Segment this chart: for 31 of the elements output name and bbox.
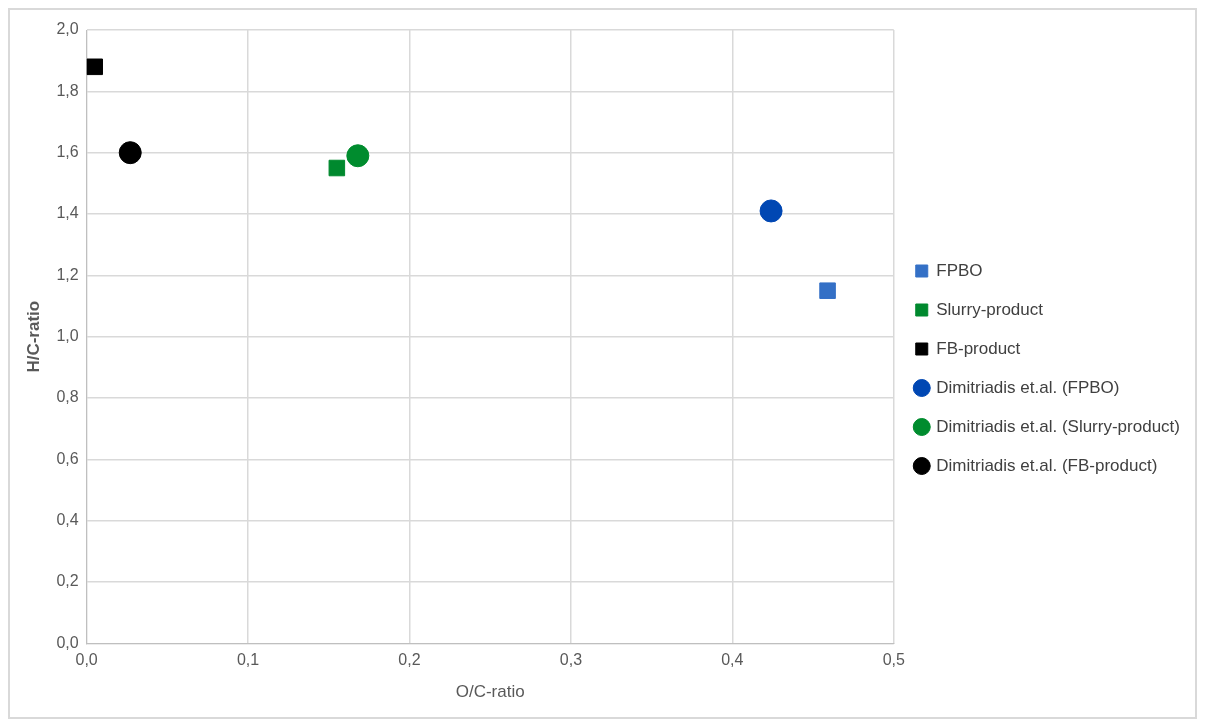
point	[86, 58, 103, 76]
point	[759, 199, 783, 223]
point	[819, 282, 836, 299]
x-axis-title: O/C-ratio	[455, 682, 525, 702]
point	[118, 141, 142, 165]
y-tick-label: 1,6	[56, 143, 79, 161]
x-tick-label: 0,4	[721, 651, 744, 669]
y-tick-label: 1,2	[56, 265, 79, 283]
legend-label: FB-product	[936, 338, 1021, 358]
legend-label: Dimitriadis et.al. (FPBO)	[936, 377, 1120, 397]
y-tick-label: 2,0	[56, 20, 79, 38]
x-tick-label: 0,0	[75, 651, 98, 669]
y-axis-title: H/C-ratio	[23, 300, 43, 373]
x-tick-label: 0,2	[398, 651, 421, 669]
legend-label: Dimitriadis et.al. (Slurry-product)	[936, 416, 1180, 436]
x-tick-label: 0,3	[559, 651, 583, 669]
point	[328, 159, 346, 177]
y-tick-label: 1,4	[56, 204, 79, 222]
point	[346, 144, 370, 168]
x-tick-label: 0,1	[236, 651, 260, 669]
y-tick-label: 0,8	[56, 388, 79, 406]
y-tick-label: 0,2	[56, 572, 79, 590]
legend-label: FPBO	[936, 260, 983, 280]
x-tick-label: 0,5	[882, 651, 905, 669]
legend-label: Dimitriadis et.al. (FB-product)	[936, 455, 1158, 475]
y-tick-label: 0,0	[56, 633, 79, 651]
y-tick-label: 0,4	[56, 511, 79, 529]
y-tick-label: 1,8	[56, 81, 79, 99]
y-tick-label: 1,0	[56, 327, 79, 345]
y-tick-label: 0,6	[56, 449, 79, 467]
legend-label: Slurry-product	[936, 299, 1044, 319]
